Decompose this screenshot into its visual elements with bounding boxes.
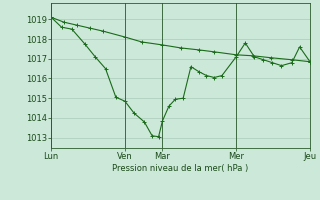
X-axis label: Pression niveau de la mer( hPa ): Pression niveau de la mer( hPa )	[112, 164, 249, 173]
